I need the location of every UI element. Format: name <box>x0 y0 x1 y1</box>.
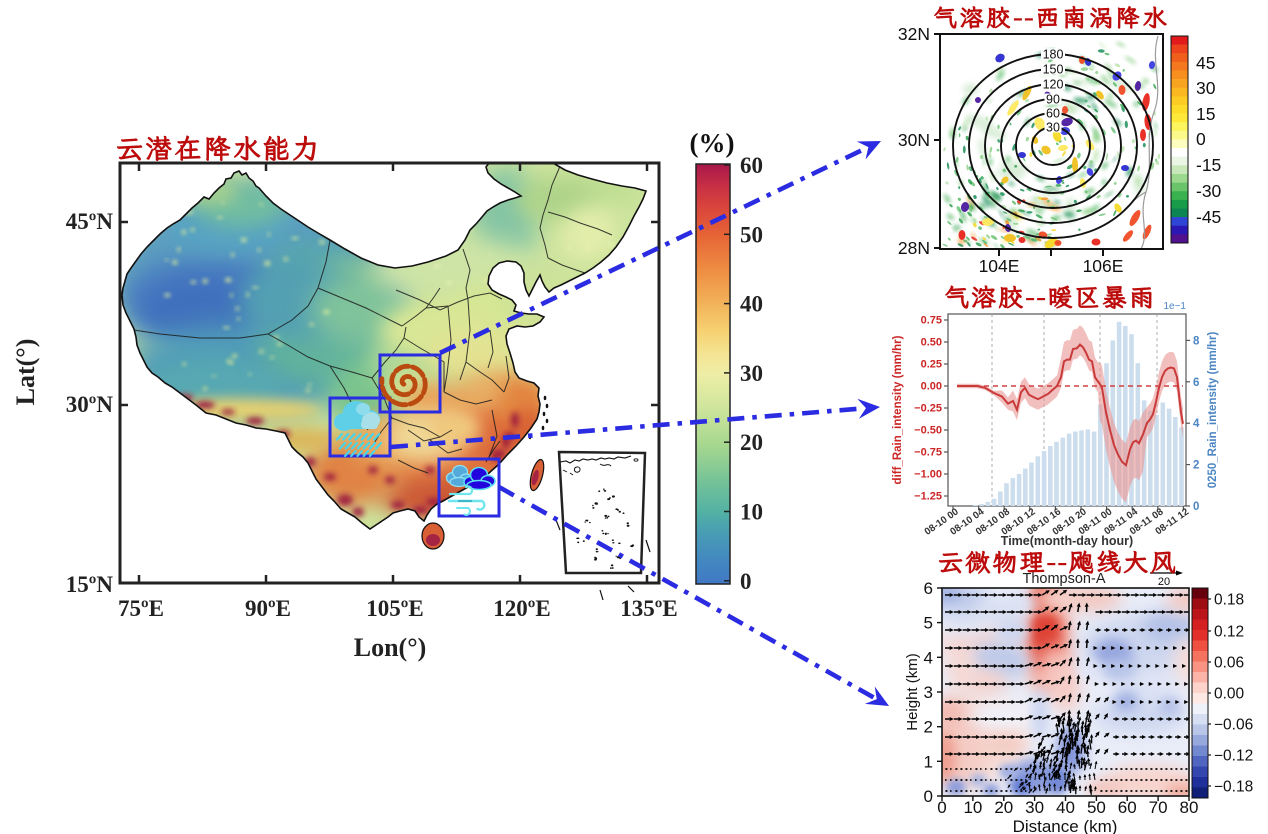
svg-text:3: 3 <box>924 683 933 702</box>
svg-text:70: 70 <box>1149 798 1168 817</box>
svg-text:Time(month-day hour): Time(month-day hour) <box>1001 534 1133 548</box>
svg-text:30: 30 <box>1046 121 1060 135</box>
svg-text:(%): (%) <box>690 128 735 158</box>
svg-text:8: 8 <box>1193 335 1200 347</box>
svg-text:1: 1 <box>924 752 933 771</box>
svg-text:105ºE: 105ºE <box>366 596 423 621</box>
svg-text:0.25: 0.25 <box>921 359 942 371</box>
svg-text:80: 80 <box>1180 798 1199 817</box>
svg-text:40: 40 <box>1056 798 1075 817</box>
svg-text:2: 2 <box>1193 460 1199 472</box>
svg-text:50: 50 <box>740 222 763 247</box>
svg-text:0.00: 0.00 <box>1214 686 1245 703</box>
svg-text:0.18: 0.18 <box>1214 592 1244 609</box>
svg-text:−0.50: −0.50 <box>914 425 942 437</box>
svg-text:0: 0 <box>1196 129 1206 149</box>
svg-text:0: 0 <box>1193 501 1199 513</box>
svg-text:10: 10 <box>740 500 763 525</box>
svg-text:45ºN: 45ºN <box>66 209 114 234</box>
svg-text:30: 30 <box>1025 798 1044 817</box>
svg-text:-30: -30 <box>1196 181 1222 201</box>
svg-text:28N: 28N <box>898 238 930 258</box>
svg-text:4: 4 <box>924 648 933 667</box>
svg-text:120: 120 <box>1043 78 1064 92</box>
svg-text:−1.25: −1.25 <box>914 491 942 503</box>
svg-text:90: 90 <box>1046 93 1060 107</box>
svg-text:15: 15 <box>1196 104 1215 124</box>
svg-text:150: 150 <box>1043 63 1064 77</box>
svg-text:−0.06: −0.06 <box>1214 717 1253 734</box>
svg-text:20: 20 <box>740 430 763 455</box>
svg-text:45: 45 <box>1196 53 1215 73</box>
svg-text:32N: 32N <box>898 24 930 44</box>
svg-text:−1.00: −1.00 <box>914 469 942 481</box>
svg-text:106E: 106E <box>1083 256 1124 276</box>
svg-text:−0.12: −0.12 <box>1214 748 1253 765</box>
svg-text:20: 20 <box>1158 576 1170 588</box>
svg-text:60: 60 <box>740 153 763 178</box>
svg-text:10: 10 <box>963 798 982 817</box>
svg-text:6: 6 <box>924 579 933 598</box>
svg-text:0250_Rain_intensity (mm/hr): 0250_Rain_intensity (mm/hr) <box>1207 332 1219 489</box>
svg-text:0: 0 <box>937 798 946 817</box>
svg-text:30N: 30N <box>898 130 930 150</box>
svg-text:40: 40 <box>740 292 763 317</box>
svg-text:4: 4 <box>1193 418 1200 430</box>
svg-text:Thompson-A: Thompson-A <box>1022 571 1105 587</box>
svg-text:-45: -45 <box>1196 207 1221 227</box>
svg-text:0.12: 0.12 <box>1214 624 1244 641</box>
svg-text:0: 0 <box>924 787 933 806</box>
svg-text:1e−1: 1e−1 <box>1163 301 1186 312</box>
svg-text:−0.75: −0.75 <box>914 447 942 459</box>
svg-text:75ºE: 75ºE <box>118 596 164 621</box>
svg-text:30ºN: 30ºN <box>66 392 114 417</box>
svg-text:30: 30 <box>740 361 763 386</box>
svg-text:50: 50 <box>1087 798 1106 817</box>
svg-text:0.06: 0.06 <box>1214 655 1244 672</box>
svg-text:180: 180 <box>1043 48 1064 62</box>
svg-text:2: 2 <box>924 718 933 737</box>
svg-text:-15: -15 <box>1196 155 1221 175</box>
svg-text:0: 0 <box>740 569 752 594</box>
svg-text:diff_Rain_intensity (mm/hr): diff_Rain_intensity (mm/hr) <box>892 335 904 484</box>
svg-text:0.00: 0.00 <box>921 381 942 393</box>
svg-text:120ºE: 120ºE <box>493 596 550 621</box>
svg-text:90ºE: 90ºE <box>245 596 291 621</box>
svg-text:−0.18: −0.18 <box>1214 779 1253 796</box>
svg-text:15ºN: 15ºN <box>66 572 114 597</box>
svg-text:Height (km): Height (km) <box>904 653 921 731</box>
svg-text:0.75: 0.75 <box>921 315 942 327</box>
svg-text:30: 30 <box>1196 78 1216 98</box>
svg-text:135ºE: 135ºE <box>620 596 677 621</box>
svg-text:−0.25: −0.25 <box>914 403 942 415</box>
svg-text:60: 60 <box>1046 107 1060 121</box>
svg-text:20: 20 <box>994 798 1013 817</box>
svg-text:0.50: 0.50 <box>921 337 942 349</box>
svg-text:6: 6 <box>1193 377 1199 389</box>
svg-text:5: 5 <box>924 614 933 633</box>
svg-text:Lat(°): Lat(°) <box>11 339 40 406</box>
svg-text:Lon(°): Lon(°) <box>354 633 427 662</box>
svg-text:Distance (km): Distance (km) <box>1013 817 1118 834</box>
svg-text:104E: 104E <box>979 256 1020 276</box>
svg-text:60: 60 <box>1118 798 1137 817</box>
